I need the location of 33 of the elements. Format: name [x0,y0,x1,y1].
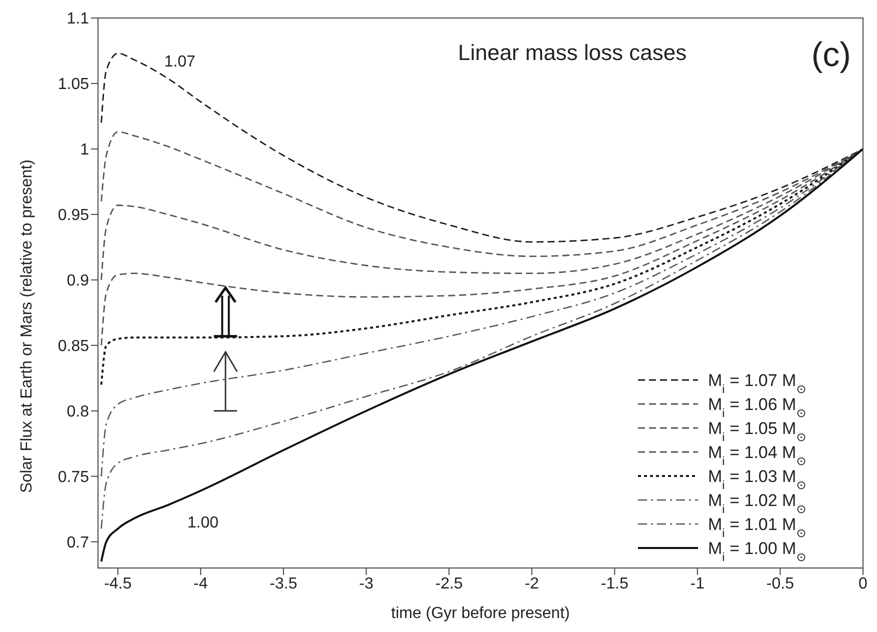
y-tick-label: 0.75 [58,469,90,486]
y-tick-label: 1.1 [66,10,90,28]
legend-label: M$_{i}$ = 1.03 M$_{⊙}$ [708,467,806,492]
y-tick-label: 0.85 [58,338,90,356]
legend-label: M$_{i}$ = 1.05 M$_{⊙}$ [708,419,806,444]
legend-label: M$_{i}$ = 1.00 M$_{⊙}$ [708,539,806,564]
legend-label: M$_{i}$ = 1.02 M$_{⊙}$ [708,491,806,516]
x-tick-label: -2 [524,575,540,592]
x-tick-label: -3 [359,575,374,592]
y-tick-label: 1 [80,142,90,159]
legend-label: M$_{i}$ = 1.01 M$_{⊙}$ [708,515,806,540]
annotation: (c) [811,36,851,74]
annotation: 1.00 [187,514,219,532]
y-axis-title: Solar Flux at Earth or Mars (relative to present) [18,160,36,493]
x-tick-label: -2.5 [435,575,463,592]
legend-label: M$_{i}$ = 1.04 M$_{⊙}$ [708,443,806,468]
legend-label: M$_{i}$ = 1.07 M$_{⊙}$ [708,371,806,396]
y-tick-label: 0.8 [66,404,90,421]
y-tick-label: 1.05 [58,76,90,94]
x-tick-label: -1 [690,575,705,592]
y-tick-label: 0.7 [66,534,90,552]
annotation: 1.07 [164,54,196,71]
y-tick-label: 0.95 [58,207,90,224]
x-tick-label: -4.5 [104,575,132,592]
x-tick-label: -1.5 [600,575,629,592]
legend-label: M$_{i}$ = 1.06 M$_{⊙}$ [708,395,806,420]
text: Linear mass loss cases [458,40,687,65]
x-axis-title: time (Gyr before present) [391,605,570,622]
x-tick-label: -3.5 [270,575,298,592]
x-tick-label: -0.5 [766,575,794,592]
y-tick-label: 0.9 [66,272,90,290]
x-tick-label: -4 [194,575,208,592]
x-tick-label: 0 [858,575,868,592]
